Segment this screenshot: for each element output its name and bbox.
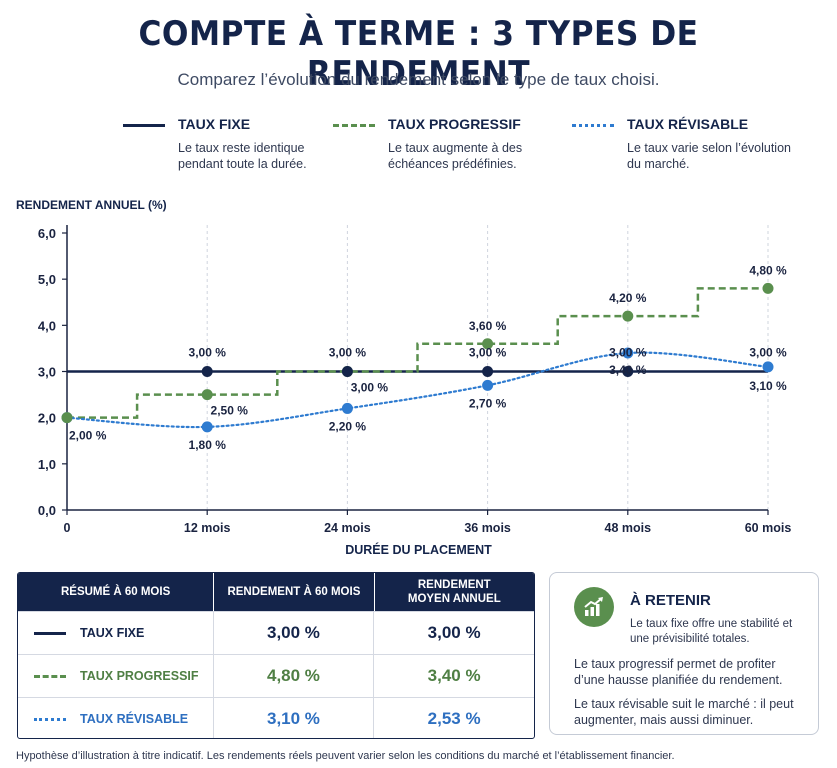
legend-title: TAUX FIXE — [178, 116, 251, 132]
marker-progressif — [622, 310, 634, 322]
legend-title: TAUX PROGRESSIF — [388, 116, 521, 132]
y-tick-label: 6,0 — [38, 226, 56, 241]
row-value-avg: 2,53 % — [427, 709, 481, 728]
row-value-avg: 3,00 % — [427, 623, 481, 642]
table-header-cell: RENDEMENT À 60 MOIS — [214, 573, 375, 611]
data-label-progressif: 3,60 % — [469, 319, 507, 333]
row-value-60: 3,00 % — [214, 612, 375, 654]
row-value-60: 4,80 % — [214, 655, 375, 697]
box-title: À RETENIR — [630, 592, 711, 609]
data-label-fixe: 3,00 % — [329, 346, 367, 360]
x-tick-label: 48 mois — [605, 521, 652, 535]
header-multiline: RENDEMENT MOYEN ANNUEL — [407, 579, 501, 605]
page-subtitle: Comparez l’évolution du rendement selon … — [177, 70, 660, 89]
footnote: Hypothèse d’illustration à titre indicat… — [16, 750, 675, 762]
data-label-progressif: 2,00 % — [69, 429, 107, 443]
data-label-progressif: 2,50 % — [211, 404, 249, 418]
data-label-revisable: 1,80 % — [189, 438, 227, 452]
table-row: TAUX PROGRESSIF 4,80 % 3,40 % — [18, 654, 534, 697]
marker-fixe — [201, 366, 213, 377]
row-label: TAUX FIXE — [80, 626, 145, 640]
data-label-revisable: 2,70 % — [469, 396, 507, 410]
row-line-fixe — [34, 631, 66, 635]
table-row: TAUX RÉVISABLE 3,10 % 2,53 % — [18, 697, 534, 738]
marker-revisable — [341, 402, 353, 414]
marker-progressif — [61, 412, 73, 424]
marker-progressif — [482, 338, 494, 350]
box-text-progressif: Le taux progressif permet de profiter d’… — [574, 657, 783, 687]
box-text-fixe: Le taux fixe offre une stabilité et une … — [630, 618, 793, 645]
data-label-fixe: 3,00 % — [189, 346, 227, 360]
marker-revisable — [622, 347, 634, 359]
data-label-revisable: 2,20 % — [329, 419, 367, 433]
y-tick-label: 5,0 — [38, 272, 56, 287]
data-label-fixe: 3,00 % — [749, 346, 787, 360]
series-line-progressif — [67, 287, 768, 419]
legend-line-fixe — [123, 124, 165, 127]
marker-fixe — [482, 366, 494, 377]
legend-title: TAUX RÉVISABLE — [627, 116, 749, 132]
row-label: TAUX RÉVISABLE — [80, 712, 189, 726]
marker-progressif — [762, 282, 774, 294]
x-tick-label: 12 mois — [184, 521, 231, 535]
row-label: TAUX PROGRESSIF — [80, 669, 199, 683]
data-label-fixe: 3,00 % — [469, 346, 507, 360]
legend-desc: Le taux varie selon l’évolution du march… — [627, 141, 791, 171]
data-label-revisable: 3,10 % — [749, 379, 787, 393]
marker-progressif — [201, 389, 213, 401]
x-tick-label: 0 — [64, 521, 71, 535]
page-title: COMPTE À TERME : 3 TYPES DE RENDEMENT — [138, 14, 699, 94]
y-axis-title: RENDEMENT ANNUEL (%) — [16, 198, 167, 212]
row-value-avg: 3,40 % — [427, 666, 481, 685]
x-axis-title: DURÉE DU PLACEMENT — [345, 543, 492, 557]
y-tick-label: 0,0 — [38, 503, 56, 518]
row-line-progressif — [34, 674, 66, 678]
key-takeaways-box: À RETENIR Le taux fixe offre une stabili… — [549, 572, 819, 735]
marker-revisable — [201, 421, 213, 433]
box-text-revisable: Le taux révisable suit le marché : il pe… — [574, 697, 794, 727]
summary-table: RÉSUMÉ À 60 MOIS RENDEMENT À 60 MOIS REN… — [17, 572, 535, 739]
legend-line-progressif — [333, 124, 375, 127]
table-header-cell: RENDEMENT MOYEN ANNUEL — [375, 573, 534, 611]
legend-desc: Le taux augmente à des échéances prédéfi… — [388, 141, 523, 171]
data-label-progressif: 4,80 % — [749, 263, 787, 277]
row-value-60: 3,10 % — [214, 698, 375, 738]
y-tick-label: 4,0 — [38, 318, 56, 333]
table-row: TAUX FIXE 3,00 % 3,00 % — [18, 611, 534, 654]
x-tick-label: 60 mois — [745, 521, 792, 535]
marker-fixe — [622, 366, 634, 377]
table-header: RÉSUMÉ À 60 MOIS RENDEMENT À 60 MOIS REN… — [18, 573, 534, 611]
y-tick-label: 3,0 — [38, 365, 56, 380]
y-tick-label: 2,0 — [38, 411, 56, 426]
series-line-revisable — [65, 351, 770, 429]
marker-fixe — [341, 366, 353, 377]
data-label-revisable: 3,40 % — [609, 363, 647, 377]
data-label-progressif: 4,20 % — [609, 291, 647, 305]
marker-revisable — [762, 361, 774, 373]
data-label-progressif: 3,00 % — [351, 381, 389, 395]
marker-revisable — [482, 379, 494, 391]
legend-desc: Le taux reste identique pendant toute la… — [178, 141, 307, 171]
line-chart: 0,0 1,0 2,0 3,0 4,0 5,0 6,0 0 12 mois 24 mois 36 m… — [38, 225, 792, 535]
data-label-fixe: 3,00 % — [609, 346, 647, 360]
y-tick-label: 1,0 — [38, 457, 56, 472]
growth-chart-icon — [574, 587, 614, 627]
legend-line-revisable — [572, 124, 614, 127]
table-header-cell: RÉSUMÉ À 60 MOIS — [18, 573, 215, 611]
row-line-revisable — [34, 717, 66, 721]
x-tick-label: 36 mois — [464, 521, 511, 535]
x-tick-label: 24 mois — [324, 521, 371, 535]
